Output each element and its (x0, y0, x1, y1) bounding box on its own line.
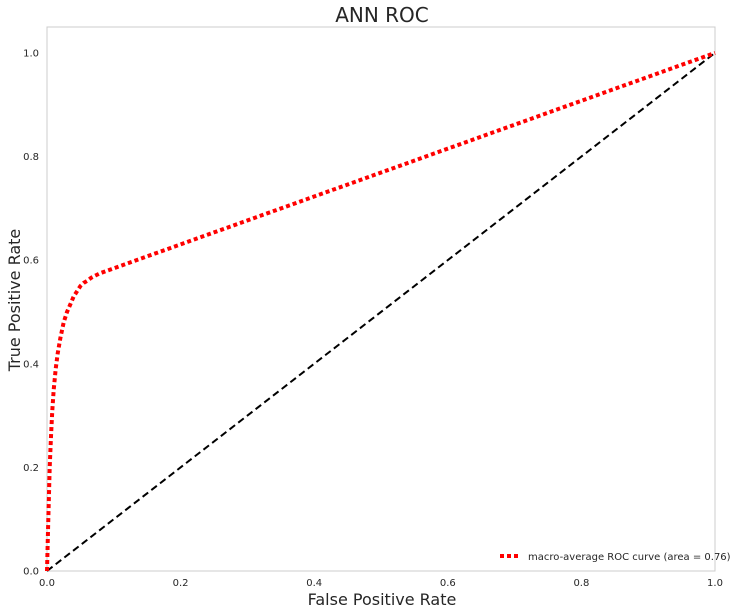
x-tick-label: 0.0 (39, 578, 55, 589)
chance-diagonal-line (46, 52, 716, 572)
x-tick-label: 1.0 (707, 578, 723, 589)
y-tick-label: 0.6 (23, 256, 39, 267)
x-tick-label: 0.6 (440, 578, 456, 589)
x-tick-label: 0.8 (573, 578, 589, 589)
plot-area (46, 26, 716, 572)
y-axis-label: True Positive Rate (5, 229, 24, 373)
x-tick-label: 0.2 (173, 578, 189, 589)
legend: macro-average ROC curve (area = 0.76) (500, 552, 730, 563)
y-tick-label: 0.4 (23, 359, 39, 370)
y-tick-label: 0.8 (23, 152, 39, 163)
legend-label-macro-average: macro-average ROC curve (area = 0.76) (528, 552, 730, 563)
y-tick-label: 1.0 (23, 48, 39, 59)
y-tick-label: 0.2 (23, 463, 39, 474)
roc-curve-macro-average (45, 51, 716, 572)
x-axis-label: False Positive Rate (308, 590, 457, 609)
series-layer (45, 51, 716, 572)
x-tick-label: 0.4 (306, 578, 322, 589)
chart-title: ANN ROC (335, 3, 429, 27)
tick-layer: 0.0 0.2 0.4 0.6 0.8 1.0 0.0 0.2 0.4 0.6 0.8 1.0 (23, 48, 723, 589)
y-tick-label: 0.0 (23, 567, 39, 578)
